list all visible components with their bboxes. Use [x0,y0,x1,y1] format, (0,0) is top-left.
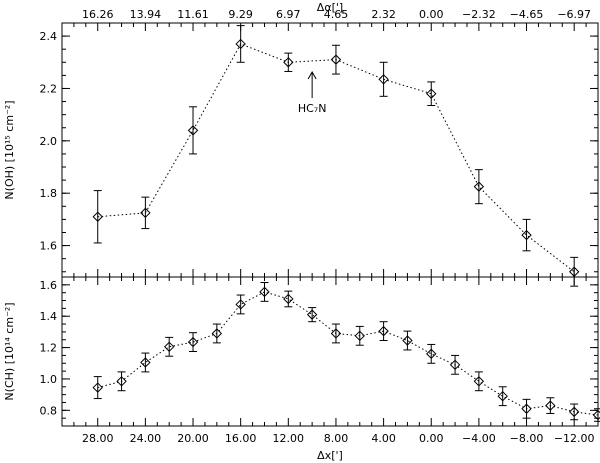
oh-series-line [97,43,575,273]
ch-data-point [426,348,437,360]
hc7n-arrow-icon [307,70,317,98]
ch-data-point [330,328,342,339]
ch-data-point [235,299,246,310]
top-axis-tick-label: 11.61 [177,8,209,21]
ch-series-line [97,291,599,416]
ch-data-point [354,330,365,342]
x-tick-label: −8.00 [510,432,544,445]
oh-data-point [140,207,151,219]
top-axis-tick-label: 9.29 [228,8,253,21]
ch-y-tick-label: 1.4 [40,310,58,323]
ch-data-point [521,403,532,414]
x-axis-title: Δx['] [317,449,343,462]
ch-data-point [259,286,270,298]
ch-data-point [116,376,127,387]
x-tick-label: 4.00 [371,432,396,445]
ch-data-point [473,376,485,387]
top-axis-tick-label: −6.97 [557,8,591,21]
top-axis-tick-label: 2.32 [371,8,396,21]
ch-data-point [592,409,600,421]
ch-data-point [568,406,580,418]
y-axis-title-ch: N(CH) [10¹⁴ cm⁻²] [3,302,16,400]
top-axis-tick-label: 13.94 [130,8,162,21]
ch-data-point [283,293,294,305]
x-tick-label: 0.00 [419,432,444,445]
ch-data-point [449,359,461,371]
oh-y-tick-label: 2.0 [40,135,58,148]
ch-data-point [497,390,508,402]
oh-data-point [568,266,580,277]
x-tick-label: 24.00 [130,432,162,445]
oh-y-tick-label: 1.8 [40,187,58,200]
ch-y-tick-label: 1.6 [40,279,58,292]
ch-data-point [306,309,318,320]
oh-data-point [521,229,532,241]
ch-data-point [92,382,103,393]
ch-data-point [211,328,223,339]
plot-layer: 28.00 16.26 24.00 13.94 20.00 11.61 16.00 9.29 1… [40,8,600,445]
ch-data-point [163,341,175,353]
top-axis-tick-label: 16.26 [82,8,114,21]
x-tick-label: 8.00 [324,432,349,445]
oh-data-point [330,54,342,65]
ch-data-point [140,357,151,368]
top-axis-title: Δα['] [317,1,343,14]
oh-data-point [187,125,199,136]
oh-data-point [283,57,294,68]
x-tick-label: 20.00 [177,432,209,445]
x-tick-label: −4.00 [462,432,496,445]
top-axis-tick-label: −4.65 [510,8,544,21]
top-axis-tick-label: 4.65 [324,8,349,21]
ch-y-tick-label: 1.0 [40,373,58,386]
bottom-panel-frame [61,276,599,427]
top-panel-frame [61,22,599,278]
top-axis-tick-label: −2.32 [462,8,496,21]
oh-data-point [378,74,389,85]
oh-y-tick-label: 2.4 [40,30,58,43]
x-tick-label: 12.00 [273,432,305,445]
oh-y-tick-label: 2.2 [40,82,58,95]
ch-y-tick-label: 1.2 [40,342,58,355]
x-tick-label: −12.00 [554,432,595,445]
oh-data-point [473,181,485,192]
x-tick-label: 28.00 [82,432,114,445]
top-axis-tick-label: 6.97 [276,8,301,21]
ch-data-point [378,325,389,337]
oh-data-point [92,211,103,222]
ch-data-point [402,335,413,346]
top-axis-tick-label: 0.00 [419,8,444,21]
x-tick-label: 16.00 [225,432,257,445]
oh-y-tick-label: 1.6 [40,240,58,253]
hc7n-annotation-label: HC₇N [298,102,327,115]
oh-data-point [426,88,437,99]
ch-data-point [187,336,199,348]
ch-y-tick-label: 0.8 [40,404,58,417]
y-axis-title-oh: N(OH) [10¹⁵ cm⁻²] [3,100,16,199]
ch-data-point [545,400,556,411]
oh-data-point [235,38,246,50]
